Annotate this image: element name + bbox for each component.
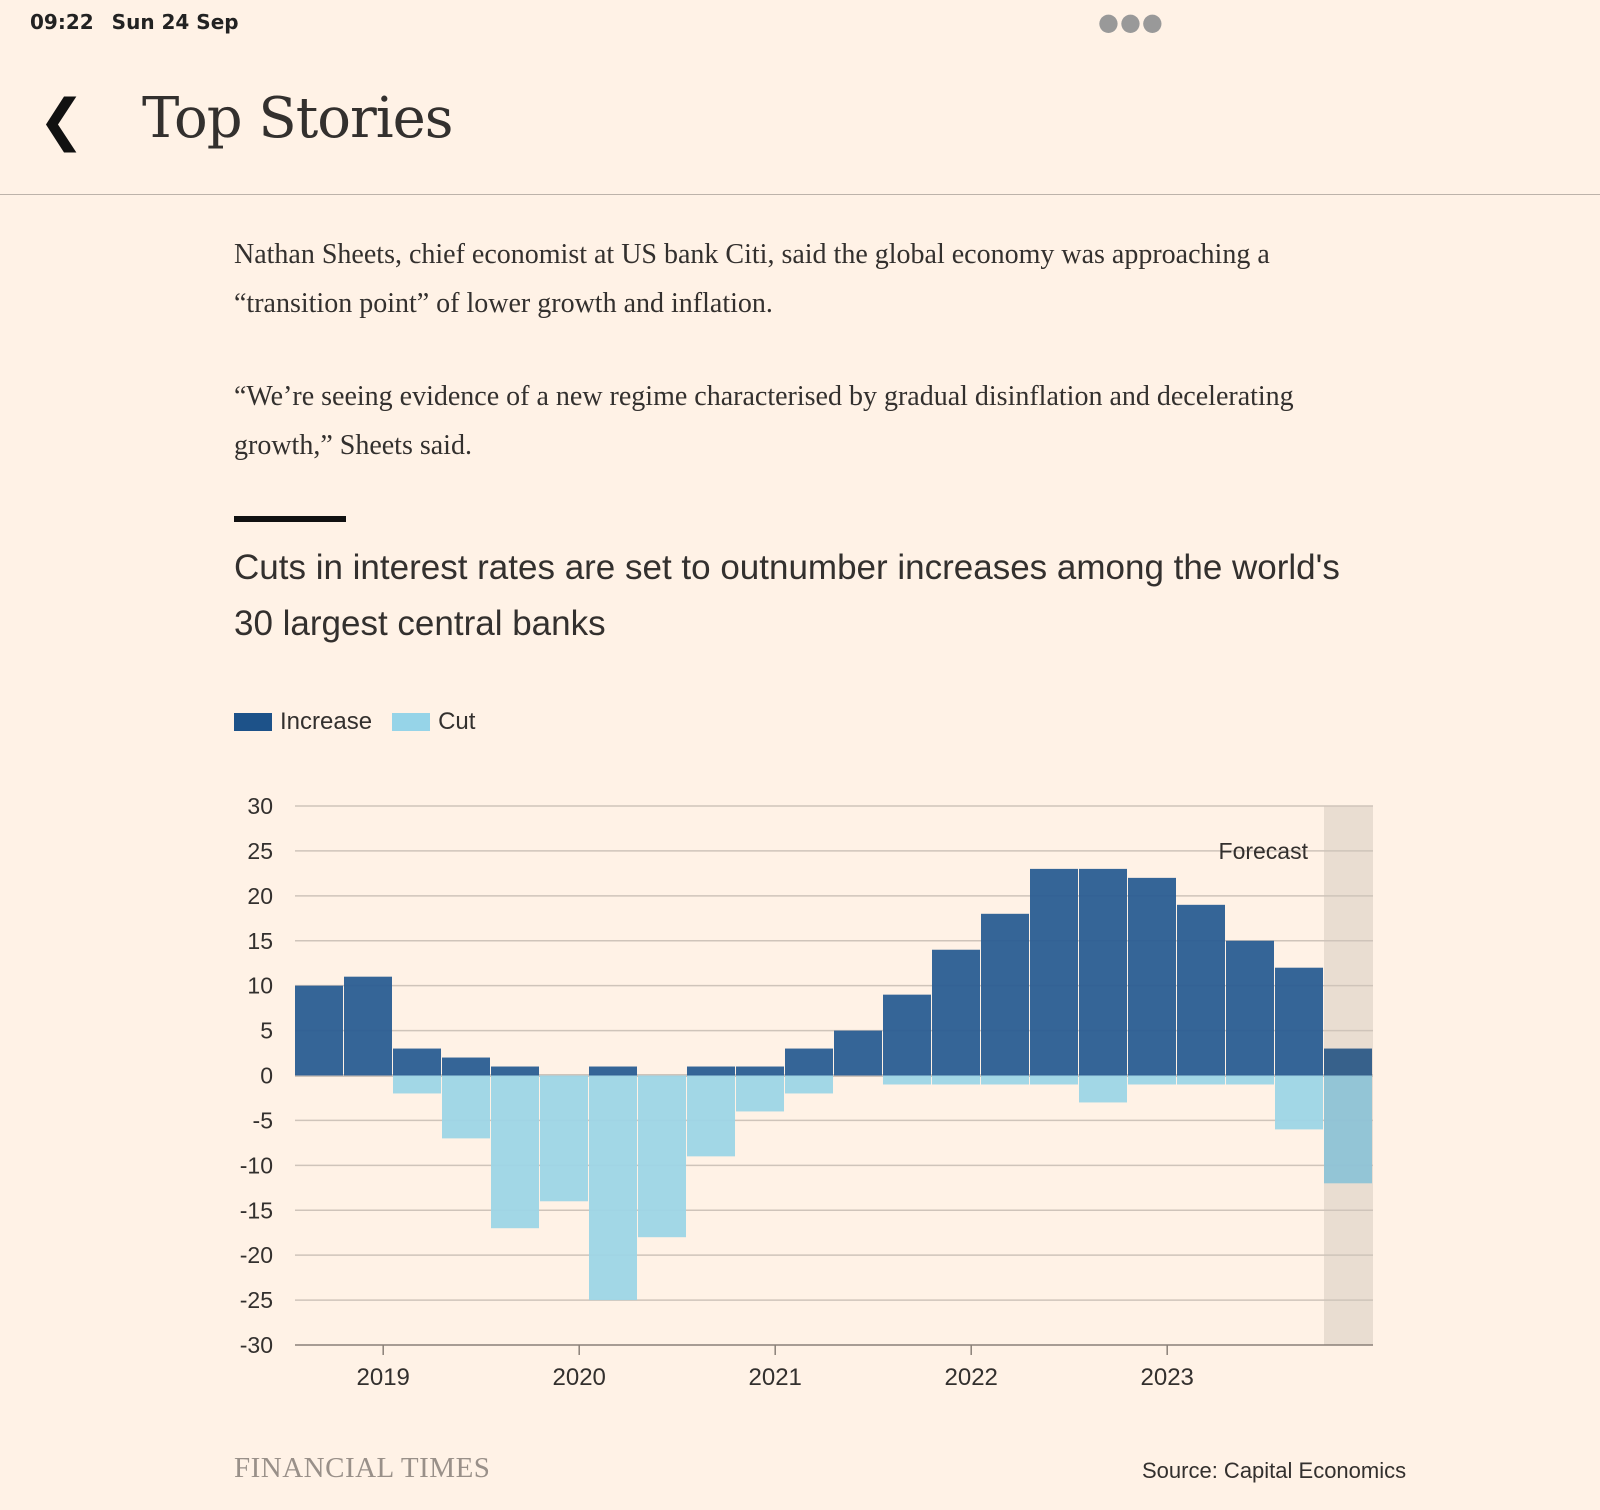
x-tick-label: 2021 <box>749 1364 802 1391</box>
ft-logo: FINANCIAL TIMES <box>234 1452 491 1484</box>
page-title: Top Stories <box>142 86 454 151</box>
bar-cut <box>491 1075 539 1229</box>
y-tick-label: -5 <box>253 1107 273 1133</box>
bar-increase <box>981 913 1029 1076</box>
bar-cut <box>1030 1075 1078 1085</box>
bar-cut <box>785 1075 833 1094</box>
status-time: 09:22 <box>30 10 94 34</box>
y-tick-label: 20 <box>247 883 273 909</box>
x-tick-label: 2022 <box>945 1364 998 1391</box>
bar-increase <box>1079 868 1127 1076</box>
bar-cut <box>1177 1075 1225 1085</box>
legend-label-cut: Cut <box>438 708 476 735</box>
bar-increase <box>1030 868 1078 1076</box>
article-paragraph: Nathan Sheets, chief economist at US ban… <box>234 239 1270 319</box>
article-paragraph: “We’re seeing evidence of a new regime c… <box>234 381 1294 461</box>
bar-increase <box>834 1030 882 1076</box>
legend-swatch-increase <box>234 713 272 731</box>
status-date: Sun 24 Sep <box>111 10 239 34</box>
bar-cut <box>442 1075 490 1139</box>
y-tick-label: -10 <box>240 1152 273 1178</box>
forecast-annotation: Forecast <box>1219 838 1309 864</box>
y-tick-label: 25 <box>247 838 273 864</box>
chart-rule <box>234 516 346 522</box>
bar-increase <box>736 1066 784 1076</box>
bar-cut <box>1324 1075 1372 1184</box>
legend-label-increase: Increase <box>280 708 373 735</box>
bar-cut <box>736 1075 784 1112</box>
bar-increase <box>1128 877 1176 1076</box>
bar-cut <box>540 1075 588 1202</box>
more-dots-icon[interactable]: ●●● <box>1098 8 1164 36</box>
bar-cut <box>638 1075 686 1238</box>
y-tick-label: 30 <box>247 793 273 819</box>
y-tick-label: -15 <box>240 1197 273 1223</box>
bar-cut <box>981 1075 1029 1085</box>
bar-increase <box>393 1048 441 1076</box>
bar-increase <box>687 1066 735 1076</box>
chart-source: Source: Capital Economics <box>1142 1458 1407 1483</box>
y-tick-label: 0 <box>260 1063 273 1089</box>
chart-legend: Increase Cut <box>234 708 475 736</box>
bar-increase <box>785 1048 833 1076</box>
y-tick-label: -25 <box>240 1287 273 1313</box>
x-tick-label: 2023 <box>1141 1364 1194 1391</box>
bar-cut <box>1079 1075 1127 1103</box>
chart-title: Cuts in interest rates are set to outnum… <box>234 548 1340 643</box>
bar-increase <box>1177 904 1225 1076</box>
y-tick-label: -30 <box>240 1332 273 1358</box>
y-tick-label: -20 <box>240 1242 273 1268</box>
header-divider <box>0 194 1600 195</box>
bar-increase <box>295 985 343 1076</box>
bar-increase <box>883 994 931 1076</box>
bar-cut <box>589 1075 637 1301</box>
bar-increase <box>1226 940 1274 1076</box>
bar-increase <box>1324 1048 1372 1076</box>
bar-increase <box>932 949 980 1076</box>
bar-cut <box>883 1075 931 1085</box>
bar-cut <box>687 1075 735 1157</box>
bar-increase <box>589 1066 637 1076</box>
x-tick-label: 2020 <box>553 1364 606 1391</box>
legend-swatch-cut <box>392 713 431 731</box>
bar-cut <box>1226 1075 1274 1085</box>
y-tick-label: 5 <box>260 1018 273 1044</box>
chevron-left-icon[interactable]: ❮ <box>38 88 85 153</box>
bar-increase <box>491 1066 539 1076</box>
bar-cut <box>932 1075 980 1085</box>
y-tick-label: 10 <box>247 973 273 999</box>
bar-increase <box>442 1057 490 1076</box>
x-tick-label: 2019 <box>357 1364 410 1391</box>
bar-cut <box>1128 1075 1176 1085</box>
bar-cut <box>1275 1075 1323 1130</box>
y-tick-label: 15 <box>247 928 273 954</box>
bar-increase <box>344 976 392 1076</box>
bar-increase <box>1275 967 1323 1076</box>
status-bar: 09:22 Sun 24 Sep <box>30 10 257 34</box>
bar-cut <box>393 1075 441 1094</box>
